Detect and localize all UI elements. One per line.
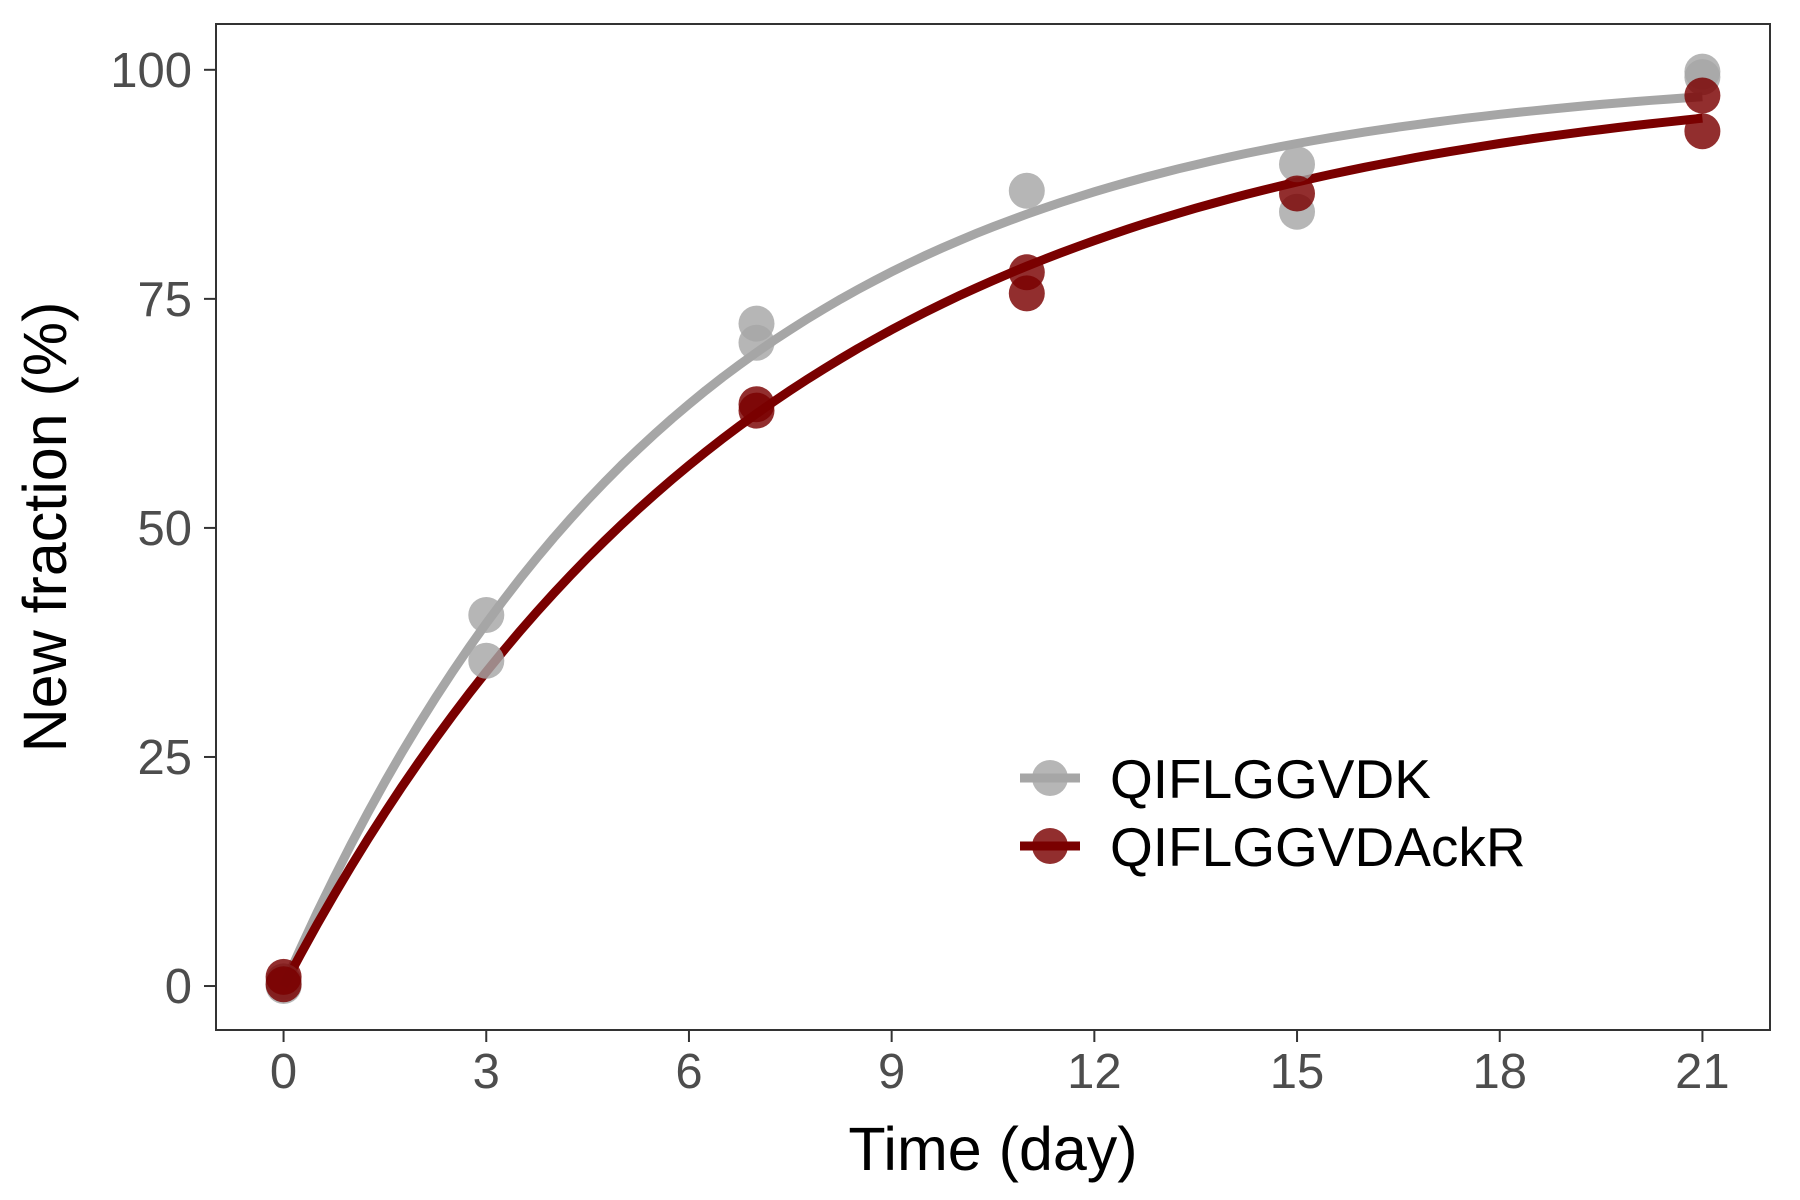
data-point-s1-6: [738, 324, 775, 361]
fit-curve-2: [279, 113, 1703, 989]
x-tick-label-9: 9: [878, 1045, 905, 1099]
plot-panel-border: [215, 23, 1771, 1031]
x-tick-label-15: 15: [1270, 1045, 1325, 1099]
data-point-s1-7: [1008, 172, 1045, 209]
data-point-s1-8: [1279, 146, 1315, 183]
data-points: [265, 53, 1721, 1004]
x-axis-title: Time (day): [848, 1115, 1137, 1183]
y-tick-label-100: 100: [110, 44, 192, 98]
data-point-s1-3: [468, 597, 505, 633]
legend-label-1: QIFLGGVDK: [1110, 748, 1431, 810]
y-tick-label-50: 50: [137, 502, 192, 556]
data-point-s2-4: [738, 392, 775, 429]
fit-curves: [279, 92, 1703, 989]
fit-curve-1: [279, 92, 1703, 988]
y-tick-label-25: 25: [137, 731, 192, 785]
data-point-s2-2: [265, 966, 302, 1003]
x-tick-label-3: 3: [473, 1045, 500, 1099]
legend-key-point-1: [1032, 760, 1068, 796]
x-tick-label-18: 18: [1472, 1045, 1527, 1099]
data-point-s2-9: [1684, 113, 1721, 150]
data-point-s1-4: [468, 642, 505, 679]
x-tick-label-21: 21: [1675, 1045, 1730, 1099]
x-tick-label-6: 6: [675, 1045, 702, 1099]
legend-key-point-2: [1032, 828, 1068, 864]
data-point-s2-7: [1279, 175, 1315, 212]
y-tick-label-75: 75: [137, 273, 192, 327]
data-point-s2-8: [1684, 77, 1721, 114]
y-tick-label-0: 0: [165, 960, 192, 1014]
legend-label-2: QIFLGGVDAckR: [1110, 816, 1526, 878]
y-axis: 0 25 50 75 100: [110, 44, 216, 1014]
data-point-s2-6: [1008, 275, 1045, 312]
y-axis-title: New fraction (%): [11, 302, 79, 753]
x-axis: 0 3 6 9 12 15 18 21: [270, 1030, 1730, 1099]
x-tick-label-12: 12: [1067, 1045, 1122, 1099]
x-tick-label-0: 0: [270, 1045, 297, 1099]
